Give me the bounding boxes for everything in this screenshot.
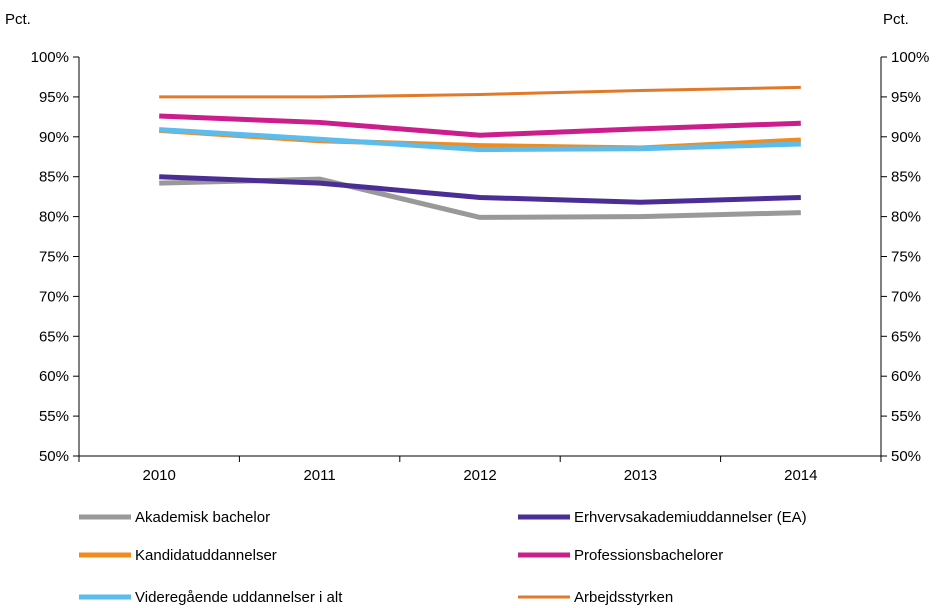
legend-label: Videregående uddannelser i alt [135,589,343,606]
legend-label: Professionsbachelorer [574,547,723,564]
y-tick-label-left: 80% [39,209,69,226]
legend-label: Akademisk bachelor [135,509,270,526]
y-tick-label-right: 80% [891,209,921,226]
y-tick-label-right: 65% [891,328,921,345]
series-line-1 [159,174,801,205]
x-tick-label: 2010 [143,467,176,484]
y-tick-label-right: 60% [891,368,921,385]
y-tick-label-right: 90% [891,129,921,146]
y-tick-label-right: 70% [891,288,921,305]
axes: 50% 50% 55% 55% 60% 60% 65% 65% 70% 70% 75% 75% 80% 8… [31,49,930,484]
y-tick-label-left: 95% [39,89,69,106]
y-tick-label-left: 70% [39,288,69,305]
y-tick-label-left: 85% [39,169,69,186]
y-tick-label-left: 100% [31,49,69,66]
x-tick-label: 2011 [303,467,335,484]
x-tick-label: 2014 [784,467,817,484]
y-tick-label-right: 85% [891,169,921,186]
y-tick-label-left: 55% [39,408,69,425]
x-tick-label: 2012 [463,467,496,484]
series-line-3 [159,113,801,138]
left-axis-unit: Pct. [5,11,31,28]
y-tick-label-left: 50% [39,448,69,465]
legend-label: Kandidatuddannelser [135,547,277,564]
y-tick-label-right: 95% [891,89,921,106]
y-tick-label-right: 55% [891,408,921,425]
y-tick-label-right: 100% [891,49,929,66]
legend: Akademisk bachelor Erhvervsakademiuddanne… [79,509,807,606]
right-axis-unit: Pct. [883,11,909,28]
y-tick-label-right: 75% [891,249,921,266]
series-layer [159,85,801,220]
x-tick-label: 2013 [624,467,657,484]
y-tick-label-right: 50% [891,448,921,465]
legend-label: Arbejdsstyrken [574,589,673,606]
y-tick-label-left: 75% [39,249,69,266]
y-tick-label-left: 90% [39,129,69,146]
legend-label: Erhvervsakademiuddannelser (EA) [574,509,807,526]
y-tick-label-left: 65% [39,328,69,345]
series-line-5 [159,85,801,99]
y-tick-label-left: 60% [39,368,69,385]
series-line-4 [159,127,801,153]
